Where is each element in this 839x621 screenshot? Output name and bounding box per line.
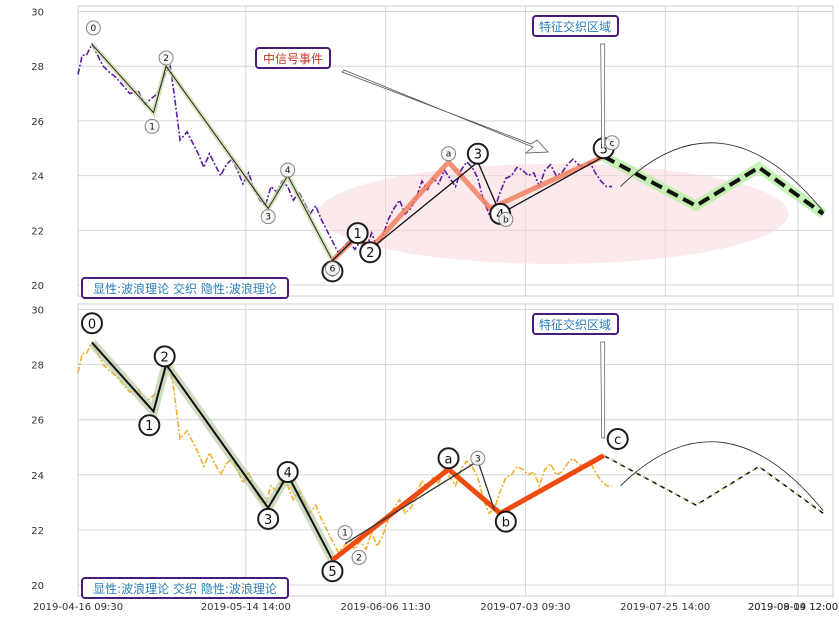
wave-label-text: c bbox=[610, 139, 615, 149]
wave-label-circle bbox=[498, 211, 514, 227]
x-tick-label: 2019-08-19 12:00 bbox=[748, 602, 838, 613]
wave-label-circle bbox=[158, 50, 174, 66]
event-label-text: 中信号事件 bbox=[263, 51, 323, 66]
x-tick-label: 2019-05-14 14:00 bbox=[201, 602, 291, 613]
wave-label-text: 1 bbox=[353, 227, 361, 242]
y-tick-label: 22 bbox=[31, 526, 44, 537]
wave-label-circle bbox=[346, 222, 369, 245]
x-tick-label: 2019-04-16 09:30 bbox=[33, 602, 123, 613]
wave-label-circle bbox=[437, 447, 460, 470]
wave-label-text: 0 bbox=[88, 317, 96, 332]
wave-label-text: 2 bbox=[161, 350, 169, 365]
wave-label-text: 0 bbox=[91, 24, 97, 34]
feature-label-box bbox=[532, 313, 619, 335]
wave-label-text: 3 bbox=[264, 513, 272, 528]
forecast-line bbox=[602, 154, 825, 216]
y-tick-label: 26 bbox=[31, 117, 44, 128]
forecast-line bbox=[603, 454, 824, 514]
wave-label-circle bbox=[321, 560, 344, 583]
wave-label-circle bbox=[470, 450, 486, 466]
wave-label-circle bbox=[494, 510, 517, 533]
wave-label-text: 1 bbox=[342, 529, 348, 539]
feature-arrow bbox=[600, 43, 606, 149]
wave-label-text: a bbox=[445, 452, 453, 467]
wave-label-text: 3 bbox=[265, 213, 271, 223]
y-tick-label: 20 bbox=[31, 281, 44, 292]
wave-label-circle bbox=[280, 162, 296, 178]
legend-text: 显性:波浪理论 交织 隐性:波浪理论 bbox=[93, 581, 277, 596]
legend-text: 显性:波浪理论 交织 隐性:波浪理论 bbox=[93, 281, 277, 296]
wave-label-text: 3 bbox=[474, 148, 482, 163]
panel-top: 20222426283002134a061234b5c特征交织区域中信号事件显性… bbox=[31, 5, 834, 299]
y-tick-label: 20 bbox=[31, 581, 44, 592]
wave-label-text: c bbox=[614, 433, 621, 448]
wave-label-text: b bbox=[502, 516, 510, 531]
wave-label-circle bbox=[260, 209, 276, 225]
y-tick-label: 28 bbox=[31, 62, 44, 73]
legend-box bbox=[81, 277, 289, 299]
wave-label-circle bbox=[606, 427, 629, 450]
feature-arrow bbox=[600, 341, 606, 439]
wave-line bbox=[91, 43, 333, 261]
wave-label-text: a bbox=[446, 150, 452, 160]
wave-label-circle bbox=[153, 345, 176, 368]
wave-label-text: 6 bbox=[330, 265, 336, 275]
wave-label-circle bbox=[257, 507, 280, 530]
feature-label-box bbox=[532, 15, 619, 37]
wave-label-text: 4 bbox=[284, 466, 292, 481]
wave-label-circle bbox=[466, 142, 489, 165]
wave-label-circle bbox=[337, 525, 353, 541]
wave-label-text: 5 bbox=[328, 565, 336, 580]
event-arrow bbox=[341, 69, 549, 154]
y-tick-label: 24 bbox=[31, 471, 44, 482]
wave-label-text: 1 bbox=[145, 419, 153, 434]
wave-label-circle bbox=[604, 135, 620, 151]
y-tick-label: 30 bbox=[31, 7, 44, 18]
x-tick-label: 2019-07-25 14:00 bbox=[620, 602, 710, 613]
feature-label-text: 特征交织区域 bbox=[539, 19, 611, 34]
wave-label-circle bbox=[351, 549, 367, 565]
wave-label-circle bbox=[144, 118, 160, 134]
trend-arc bbox=[620, 441, 824, 511]
y-tick-label: 24 bbox=[31, 172, 44, 183]
x-tick-label: 2019-09-04 12:00 bbox=[748, 602, 838, 613]
wave-line bbox=[91, 341, 334, 561]
wave-label-circle bbox=[441, 146, 457, 162]
event-label-box bbox=[255, 47, 331, 69]
y-tick-label: 28 bbox=[31, 361, 44, 372]
feature-label-text: 特征交织区域 bbox=[539, 317, 611, 332]
wave-label-text: 3 bbox=[475, 454, 481, 464]
y-tick-label: 26 bbox=[31, 416, 44, 427]
wave-label-text: 1 bbox=[149, 122, 155, 132]
wave-label-circle bbox=[276, 461, 299, 484]
legend-box bbox=[81, 577, 289, 599]
trend-arc bbox=[620, 142, 824, 212]
wave-label-text: 2 bbox=[163, 54, 169, 64]
wave-label-text: 2 bbox=[366, 246, 374, 261]
x-tick-label: 2019-06-06 11:30 bbox=[341, 602, 431, 613]
wave-label-circle bbox=[80, 312, 103, 335]
wave-label-text: 5 bbox=[600, 142, 608, 157]
x-tick-label: 2019-07-03 09:30 bbox=[480, 602, 570, 613]
wave-label-text: 4 bbox=[285, 166, 291, 176]
y-tick-label: 30 bbox=[31, 306, 44, 317]
wave-label-circle bbox=[359, 241, 382, 264]
wave-label-circle bbox=[138, 414, 161, 437]
wave-label-text: b bbox=[503, 215, 509, 225]
y-tick-label: 22 bbox=[31, 226, 44, 237]
wave-label-circle bbox=[324, 261, 340, 277]
wave-label-circle bbox=[85, 20, 101, 36]
wave-label-text: 2 bbox=[356, 553, 362, 563]
